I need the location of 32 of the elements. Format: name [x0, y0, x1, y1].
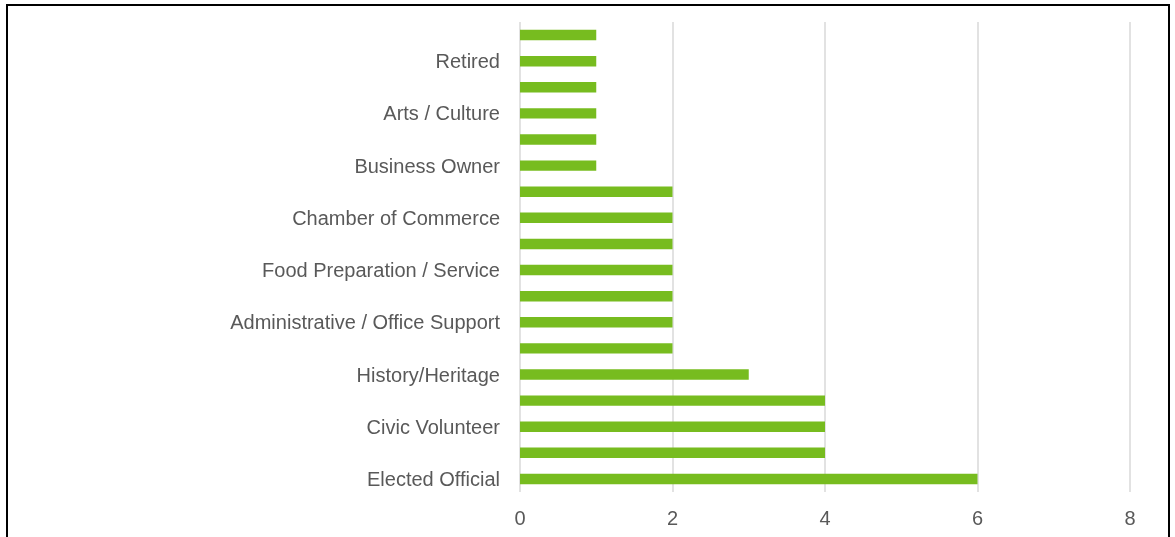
x-tick-label: 2: [666, 507, 679, 529]
bar: [520, 473, 978, 485]
bar: [520, 134, 597, 145]
bar: [520, 82, 597, 93]
y-tick-label: Chamber of Commerce: [292, 206, 500, 229]
bar: [520, 290, 673, 302]
bar: [520, 186, 673, 197]
bar: [520, 212, 673, 224]
y-tick-label: Elected Official: [366, 467, 500, 490]
bar: [520, 369, 749, 380]
x-tick-label: 0: [514, 507, 526, 529]
y-tick-label: Retired: [435, 50, 500, 73]
y-tick-label: Civic Volunteer: [366, 415, 501, 438]
y-tick-label: Arts / Culture: [383, 102, 500, 125]
bar: [520, 317, 673, 328]
x-tick-label: 6: [971, 507, 984, 529]
bar: [520, 264, 673, 276]
y-tick-label: Administrative / Office Support: [230, 311, 501, 334]
y-tick-label: Business Owner: [354, 154, 501, 177]
bar: [520, 29, 597, 41]
bar: [520, 160, 597, 171]
bar: [520, 421, 825, 432]
bar: [520, 55, 597, 67]
bar: [520, 238, 673, 250]
bar: [520, 447, 825, 459]
y-tick-label: History/Heritage: [356, 363, 500, 386]
bar: [520, 395, 825, 406]
x-tick-label: 4: [819, 507, 831, 529]
x-tick-label: 8: [1124, 507, 1136, 529]
bar: [520, 108, 597, 119]
bar: [520, 343, 673, 354]
y-tick-label: Food Preparation / Service: [262, 259, 500, 282]
